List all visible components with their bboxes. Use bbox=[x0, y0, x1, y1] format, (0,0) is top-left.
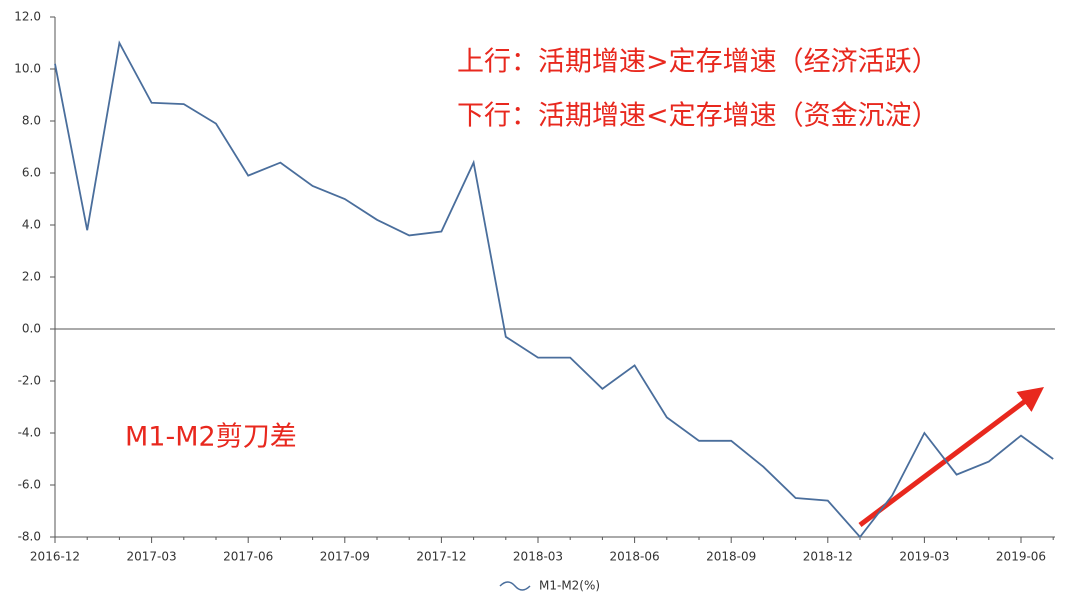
trend-arrow bbox=[858, 387, 1044, 527]
y-tick-label: 0.0 bbox=[22, 322, 41, 336]
y-tick-label: 2.0 bbox=[22, 270, 41, 284]
y-tick-label: -2.0 bbox=[18, 374, 41, 388]
annotation: M1-M2剪刀差 bbox=[125, 422, 297, 453]
x-tick-label: 2018-06 bbox=[610, 550, 660, 564]
line bbox=[54, 40, 1054, 539]
y-tick-label: -6.0 bbox=[18, 478, 41, 492]
x-tick-label: 2016-12 bbox=[30, 550, 80, 564]
x-tick-label: 2018-09 bbox=[706, 550, 756, 564]
x-tick-label: 2018-03 bbox=[513, 550, 563, 564]
x-tick-label: 2018-12 bbox=[803, 550, 853, 564]
x-tick-label: 2017-06 bbox=[223, 550, 273, 564]
y-tick-label: 12.0 bbox=[14, 10, 41, 24]
x-tick-label: 2019-03 bbox=[899, 550, 949, 564]
x-tick-label: 2017-12 bbox=[416, 550, 466, 564]
x-tick-label: 2019-06 bbox=[996, 550, 1046, 564]
y-tick-label: 10.0 bbox=[14, 62, 41, 76]
y-tick-label: 8.0 bbox=[22, 114, 41, 128]
annotation: 下行：活期增速<定存增速（资金沉淀） bbox=[457, 101, 939, 132]
y-tick-label: -8.0 bbox=[18, 530, 41, 544]
annotation: 上行：活期增速>定存增速（经济活跃） bbox=[457, 47, 939, 78]
y-tick-label: 6.0 bbox=[22, 166, 41, 180]
x-tick-label: 2017-09 bbox=[320, 550, 370, 564]
y-tick-label: -4.0 bbox=[18, 426, 41, 440]
legend-label: M1-M2(%) bbox=[539, 579, 600, 593]
y-tick-label: 4.0 bbox=[22, 218, 41, 232]
x-tick-label: 2017-03 bbox=[127, 550, 177, 564]
legend-icon bbox=[499, 581, 531, 591]
